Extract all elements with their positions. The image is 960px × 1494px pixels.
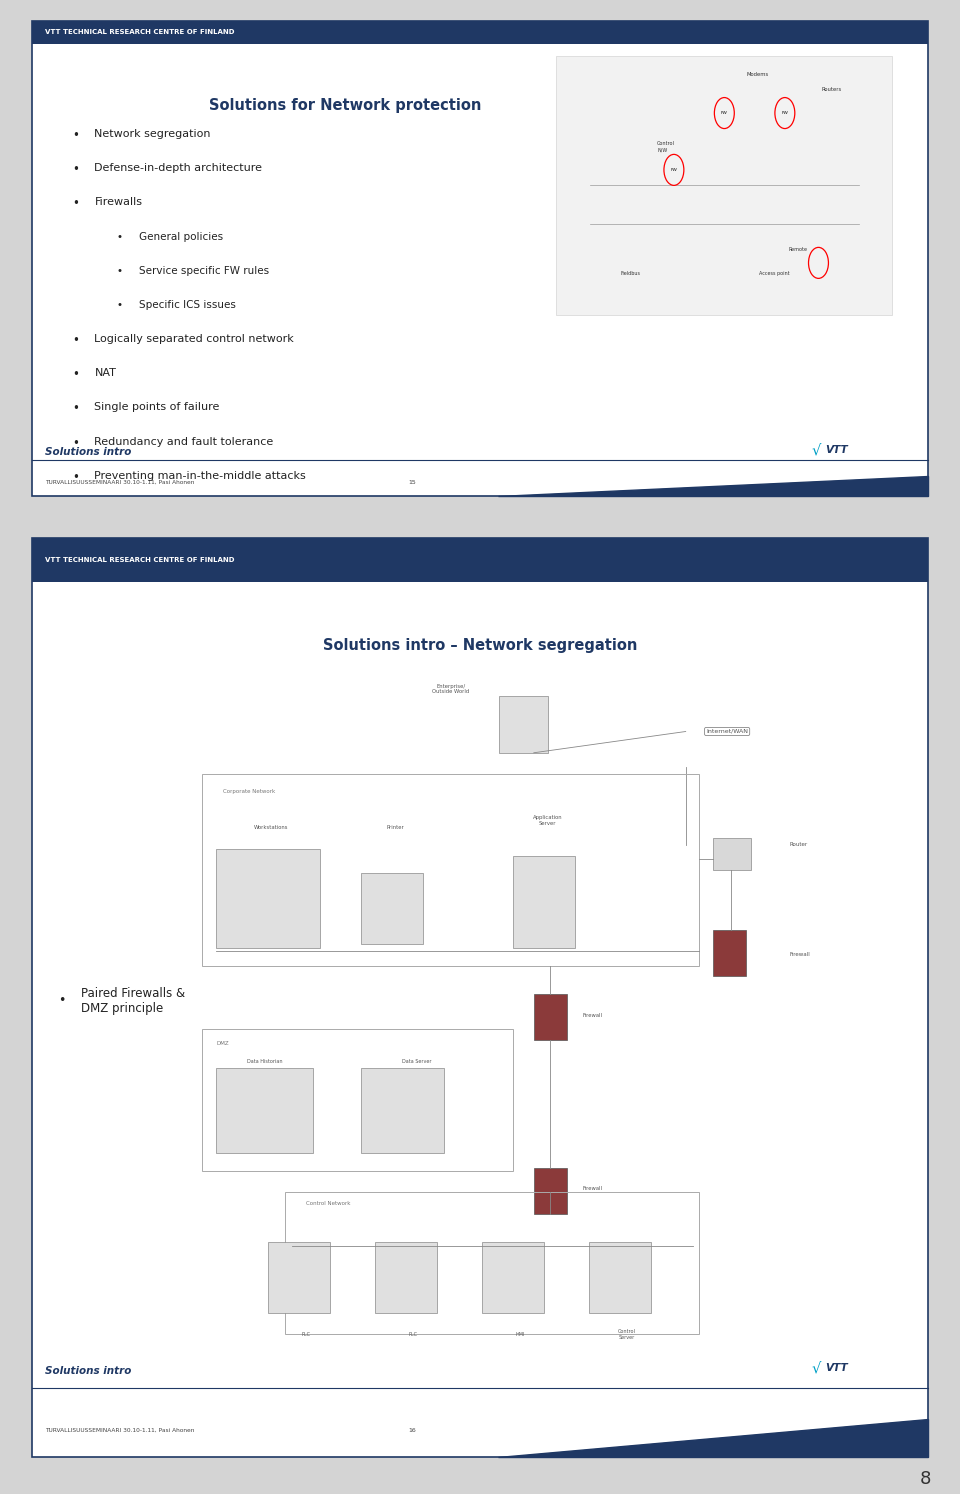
Text: Solutions for Network protection: Solutions for Network protection xyxy=(209,99,482,114)
Text: Paired Firewalls &
DMZ principle: Paired Firewalls & DMZ principle xyxy=(81,988,185,1014)
Text: Internet/WAN: Internet/WAN xyxy=(707,729,748,734)
Text: Printer: Printer xyxy=(387,825,404,829)
Text: Network segregation: Network segregation xyxy=(94,128,211,139)
FancyBboxPatch shape xyxy=(361,874,423,944)
Text: DMZ: DMZ xyxy=(216,1041,228,1046)
Text: Redundancy and fault tolerance: Redundancy and fault tolerance xyxy=(94,436,274,447)
FancyBboxPatch shape xyxy=(268,1242,330,1313)
Text: •: • xyxy=(72,402,79,415)
Text: Solutions intro: Solutions intro xyxy=(45,1366,132,1376)
Text: TURVALLISUUSSEMINAARI 30.10-1.11, Pasi Ahonen: TURVALLISUUSSEMINAARI 30.10-1.11, Pasi A… xyxy=(45,480,195,486)
Text: •: • xyxy=(72,471,79,484)
Text: 15: 15 xyxy=(408,480,416,486)
Text: FW: FW xyxy=(781,111,788,115)
FancyBboxPatch shape xyxy=(534,1168,567,1213)
Text: •: • xyxy=(72,163,79,176)
FancyBboxPatch shape xyxy=(361,1068,444,1153)
Text: TURVALLISUUSSEMINAARI 30.10-1.11, Pasi Ahonen: TURVALLISUUSSEMINAARI 30.10-1.11, Pasi A… xyxy=(45,1428,195,1433)
Text: Modems: Modems xyxy=(747,72,769,76)
Text: •: • xyxy=(72,335,79,347)
FancyBboxPatch shape xyxy=(216,1068,313,1153)
Text: Firewalls: Firewalls xyxy=(94,197,142,208)
FancyBboxPatch shape xyxy=(713,931,747,976)
FancyBboxPatch shape xyxy=(482,1242,544,1313)
Text: Defense-in-depth architecture: Defense-in-depth architecture xyxy=(94,163,262,173)
Text: Preventing man-in-the-middle attacks: Preventing man-in-the-middle attacks xyxy=(94,471,306,481)
Text: Solutions intro: Solutions intro xyxy=(45,447,132,457)
Text: Data Server: Data Server xyxy=(401,1059,431,1064)
Text: PLC: PLC xyxy=(301,1331,310,1337)
FancyBboxPatch shape xyxy=(32,538,928,1457)
Text: Fieldbus: Fieldbus xyxy=(620,270,640,276)
Text: Workstations: Workstations xyxy=(254,825,289,829)
Text: 8: 8 xyxy=(920,1470,931,1488)
Text: FW: FW xyxy=(721,111,728,115)
Text: •: • xyxy=(117,300,123,309)
Text: Control
N/W: Control N/W xyxy=(657,142,675,152)
Text: Application
Server: Application Server xyxy=(533,814,563,826)
Text: Enterprise/
Outside World: Enterprise/ Outside World xyxy=(432,684,469,695)
Text: √: √ xyxy=(811,1360,821,1374)
Text: PLC: PLC xyxy=(408,1331,418,1337)
Text: Remote: Remote xyxy=(789,248,807,252)
Text: VTT: VTT xyxy=(826,445,848,456)
Text: •: • xyxy=(72,436,79,450)
Text: FW: FW xyxy=(670,167,678,172)
Text: 16: 16 xyxy=(408,1428,416,1433)
Text: •: • xyxy=(72,369,79,381)
Text: Access point: Access point xyxy=(759,270,790,276)
Text: HMI: HMI xyxy=(516,1331,525,1337)
FancyBboxPatch shape xyxy=(534,994,567,1040)
Text: VTT TECHNICAL RESEARCH CENTRE OF FINLAND: VTT TECHNICAL RESEARCH CENTRE OF FINLAND xyxy=(45,557,234,563)
Text: VTT TECHNICAL RESEARCH CENTRE OF FINLAND: VTT TECHNICAL RESEARCH CENTRE OF FINLAND xyxy=(45,30,234,36)
Text: Data Historian: Data Historian xyxy=(247,1059,282,1064)
Text: Corporate Network: Corporate Network xyxy=(223,789,276,795)
Text: Router: Router xyxy=(789,843,807,847)
Text: Firewall: Firewall xyxy=(582,1013,602,1017)
FancyBboxPatch shape xyxy=(513,856,575,947)
FancyBboxPatch shape xyxy=(713,838,752,870)
Text: Solutions intro – Network segregation: Solutions intro – Network segregation xyxy=(323,638,637,653)
FancyBboxPatch shape xyxy=(216,849,320,947)
Text: •: • xyxy=(117,266,123,276)
FancyBboxPatch shape xyxy=(556,57,893,315)
FancyBboxPatch shape xyxy=(32,21,928,496)
FancyBboxPatch shape xyxy=(32,538,928,583)
Text: •: • xyxy=(72,197,79,211)
Text: √: √ xyxy=(811,442,821,457)
Text: Control Network: Control Network xyxy=(306,1201,350,1206)
Text: VTT: VTT xyxy=(826,1363,848,1373)
Text: Firewall: Firewall xyxy=(582,1186,602,1191)
Text: •: • xyxy=(117,232,123,242)
Text: Specific ICS issues: Specific ICS issues xyxy=(139,300,236,309)
FancyBboxPatch shape xyxy=(589,1242,651,1313)
Text: •: • xyxy=(59,995,66,1007)
FancyBboxPatch shape xyxy=(32,21,928,43)
Polygon shape xyxy=(498,1419,928,1457)
Text: Service specific FW rules: Service specific FW rules xyxy=(139,266,270,276)
Text: Logically separated control network: Logically separated control network xyxy=(94,335,294,344)
Text: Routers: Routers xyxy=(822,87,842,93)
FancyBboxPatch shape xyxy=(499,696,547,753)
Text: NAT: NAT xyxy=(94,369,116,378)
Text: Single points of failure: Single points of failure xyxy=(94,402,220,412)
FancyBboxPatch shape xyxy=(375,1242,437,1313)
Text: Control
Server: Control Server xyxy=(618,1328,636,1340)
Text: Firewall: Firewall xyxy=(789,952,810,958)
Polygon shape xyxy=(498,477,928,496)
Text: •: • xyxy=(72,128,79,142)
Text: General policies: General policies xyxy=(139,232,224,242)
